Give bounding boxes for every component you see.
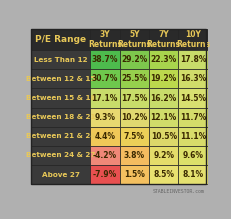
Bar (179, 69, 208, 88)
Text: 12.1%: 12.1% (151, 113, 177, 122)
Bar (120, 146, 149, 165)
Text: 22.3%: 22.3% (151, 55, 177, 64)
Bar (149, 127, 179, 146)
Text: 7Y
Returns: 7Y Returns (147, 30, 181, 49)
Bar (120, 50, 149, 69)
Text: -7.9%: -7.9% (93, 170, 117, 179)
Bar (149, 165, 179, 184)
Text: Between 15 & 18: Between 15 & 18 (26, 95, 95, 101)
Text: 5Y
Returns: 5Y Returns (117, 30, 151, 49)
Text: 10.5%: 10.5% (151, 132, 177, 141)
Bar (31, 108, 90, 127)
Text: 11.1%: 11.1% (180, 132, 206, 141)
Text: 9.2%: 9.2% (153, 151, 174, 160)
Text: -4.2%: -4.2% (93, 151, 117, 160)
Text: 10.2%: 10.2% (121, 113, 147, 122)
Text: 38.7%: 38.7% (91, 55, 118, 64)
Text: 16.3%: 16.3% (180, 74, 206, 83)
Bar (90, 127, 120, 146)
Bar (149, 50, 179, 69)
Bar (31, 165, 90, 184)
Text: 4.4%: 4.4% (94, 132, 115, 141)
Bar (149, 69, 179, 88)
Bar (90, 146, 120, 165)
Text: 17.5%: 17.5% (121, 94, 147, 102)
Bar (31, 50, 90, 69)
Text: 9.6%: 9.6% (183, 151, 204, 160)
Bar (149, 146, 179, 165)
Bar (31, 88, 90, 108)
Bar (179, 50, 208, 69)
Bar (90, 165, 120, 184)
Bar (90, 29, 120, 50)
Bar (120, 29, 149, 50)
Bar (90, 50, 120, 69)
Text: 10Y
Returns: 10Y Returns (176, 30, 210, 49)
Text: 9.3%: 9.3% (94, 113, 115, 122)
Bar (31, 127, 90, 146)
Bar (120, 108, 149, 127)
Bar (90, 88, 120, 108)
Bar (149, 88, 179, 108)
Text: 16.2%: 16.2% (151, 94, 177, 102)
Text: 1.5%: 1.5% (124, 170, 145, 179)
Text: 19.2%: 19.2% (151, 74, 177, 83)
Text: 11.7%: 11.7% (180, 113, 206, 122)
Bar (31, 69, 90, 88)
Text: 29.2%: 29.2% (121, 55, 147, 64)
Text: Between 18 & 21: Between 18 & 21 (26, 114, 95, 120)
Text: 17.8%: 17.8% (180, 55, 207, 64)
Bar (90, 108, 120, 127)
Bar (120, 88, 149, 108)
Text: Between 24 & 27: Between 24 & 27 (26, 152, 95, 158)
Text: 8.1%: 8.1% (183, 170, 204, 179)
Text: Between 12 & 15: Between 12 & 15 (26, 76, 95, 82)
Text: 17.1%: 17.1% (92, 94, 118, 102)
Text: 14.5%: 14.5% (180, 94, 206, 102)
Bar (31, 29, 90, 50)
Bar (31, 146, 90, 165)
Bar (120, 127, 149, 146)
Bar (179, 146, 208, 165)
Text: 8.5%: 8.5% (153, 170, 174, 179)
Text: Above 27: Above 27 (42, 171, 80, 178)
Bar (120, 165, 149, 184)
Text: STABLEINVESTOR.com: STABLEINVESTOR.com (152, 189, 204, 194)
Bar (149, 29, 179, 50)
Bar (149, 108, 179, 127)
Text: 25.5%: 25.5% (121, 74, 147, 83)
Text: Less Than 12: Less Than 12 (34, 57, 88, 63)
Text: P/E Range: P/E Range (35, 35, 86, 44)
Bar (90, 69, 120, 88)
Bar (120, 69, 149, 88)
Text: 3Y
Returns: 3Y Returns (88, 30, 122, 49)
Bar (179, 108, 208, 127)
Text: 30.7%: 30.7% (92, 74, 118, 83)
Bar (179, 88, 208, 108)
Bar (179, 29, 208, 50)
Bar (179, 165, 208, 184)
Text: 7.5%: 7.5% (124, 132, 145, 141)
Text: Between 21 & 24: Between 21 & 24 (26, 133, 95, 139)
Text: 3.8%: 3.8% (124, 151, 145, 160)
Bar (179, 127, 208, 146)
